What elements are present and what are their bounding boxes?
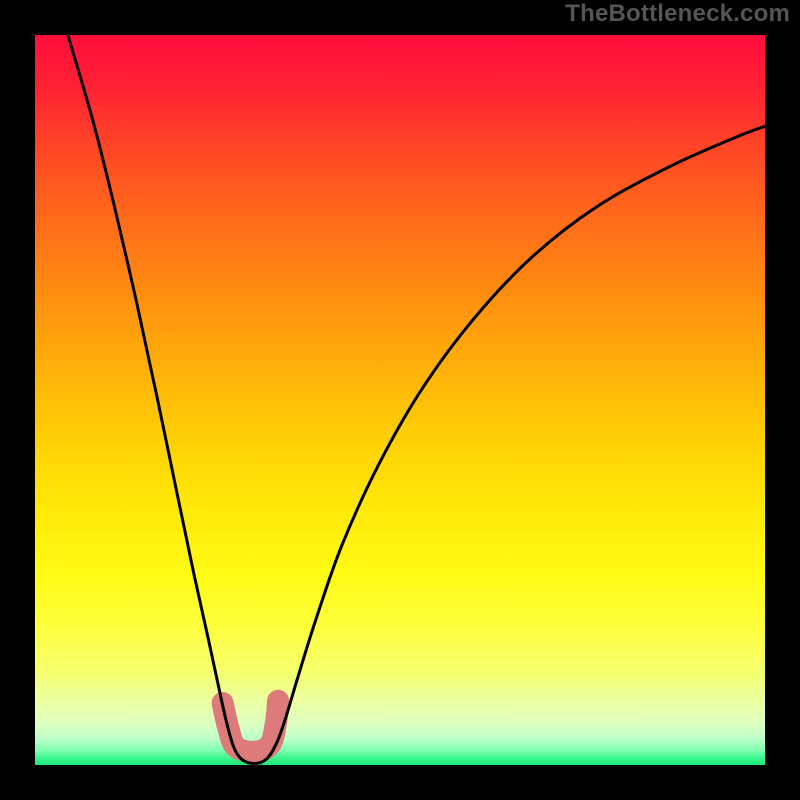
watermark-text: TheBottleneck.com: [565, 0, 790, 28]
gradient-background: [35, 35, 765, 765]
chart-stage: TheBottleneck.com: [0, 0, 800, 800]
bottleneck-chart: [0, 0, 800, 800]
